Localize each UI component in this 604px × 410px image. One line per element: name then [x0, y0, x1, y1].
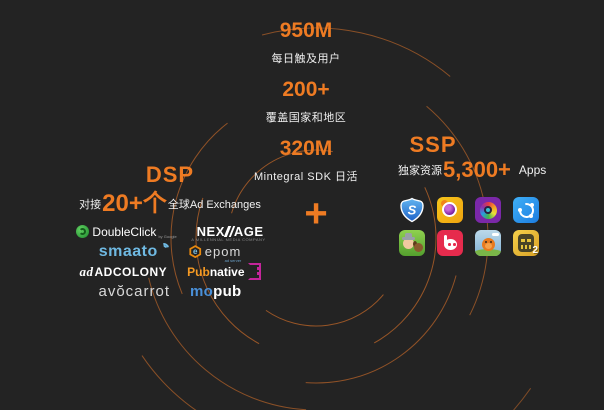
ssp-subtitle-suffix: Apps	[518, 162, 547, 177]
stat-label: Mintegral SDK 日活	[254, 171, 358, 183]
stat-label: 覆盖国家和地区	[265, 112, 347, 124]
mopub-wordmark-white: pub	[213, 283, 242, 301]
epom-wordmark: epom ad server	[204, 244, 242, 264]
smaato-wordmark: smaato	[98, 242, 158, 260]
adcolony-wordmark: ADCOLONY	[94, 264, 168, 279]
color-wheel-photo-app-icon	[475, 197, 501, 223]
adcolony-script-icon: ad	[79, 263, 94, 279]
township-farm-game-icon	[399, 230, 425, 256]
stat-value: 200+	[282, 78, 330, 101]
shareit-app-icon	[513, 197, 539, 223]
epom-hexagon-icon: e	[189, 245, 202, 259]
pubnative-door-icon	[247, 263, 261, 281]
dsp-subtitle: 对接 20+个 全球Ad Exchanges	[38, 190, 302, 217]
mopub-logo: mo pub	[190, 283, 242, 300]
dsp-title: DSP	[145, 162, 195, 187]
plus-sign: +	[304, 191, 328, 236]
nexage-wordmark-left: NEX	[196, 224, 225, 240]
logo-row: DoubleClick by Google NEX AGE A MILLENNI…	[38, 224, 302, 242]
mopub-wordmark-blue: mo	[190, 283, 214, 301]
ssp-subtitle: 独家资源 5,300+ Apps	[398, 157, 547, 182]
smaato-logo: smaato	[99, 243, 169, 261]
nexage-wordmark-right: AGE	[233, 224, 264, 240]
security-shield-app-icon: S	[399, 197, 425, 223]
epom-subtext: ad server	[224, 258, 242, 264]
dsp-section: DSP 对接 20+个 全球Ad Exchanges DoubleClick b…	[38, 162, 302, 300]
stat-label: 每日触及用户	[271, 53, 341, 65]
stat-daily-users: 950M 每日触及用户	[271, 20, 340, 79]
robot-face-app-icon	[437, 230, 463, 256]
nexage-subtext: A MILLENNIAL MEDIA COMPANY	[191, 237, 266, 243]
temple-run-2-game-icon: 2	[513, 230, 539, 256]
dsp-subtitle-highlight: 20+个	[102, 190, 167, 217]
camera-app-icon	[437, 197, 463, 223]
dsp-subtitle-prefix: 对接	[79, 198, 102, 211]
pubnative-logo: Pub native	[187, 263, 261, 281]
avocarrot-logo: avŏcarrot	[98, 283, 170, 300]
stat-countries: 200+ 覆盖国家和地区	[266, 79, 347, 138]
ssp-subtitle-prefix: 独家资源	[398, 164, 442, 177]
pubnative-wordmark-white: native	[209, 264, 245, 279]
logo-row: smaato e epom ad server	[38, 243, 302, 264]
stats-column: 950M 每日触及用户 200+ 覆盖国家和地区 320M Mintegral …	[254, 20, 358, 197]
doubleclick-subtext: by Google	[158, 233, 177, 239]
app-icons-grid: S	[399, 197, 539, 256]
logo-row: avŏcarrot mo pub	[38, 283, 302, 300]
ssp-title: SSP	[409, 132, 457, 157]
dsp-subtitle-suffix: 全球Ad Exchanges	[167, 198, 261, 211]
ad-exchange-logos: DoubleClick by Google NEX AGE A MILLENNI…	[38, 224, 302, 300]
ssp-subtitle-highlight: 5,300+	[443, 157, 511, 182]
svg-text:S: S	[408, 203, 417, 218]
logo-row: ad ADCOLONY Pub native	[38, 263, 302, 281]
doubleclick-logo: DoubleClick by Google	[76, 224, 177, 239]
avocarrot-wordmark: avŏcarrot	[98, 283, 171, 301]
adcolony-logo: ad ADCOLONY	[79, 264, 167, 280]
smaato-swoosh-icon	[159, 243, 169, 253]
pubnative-wordmark-orange: Pub	[187, 264, 210, 279]
nexage-logo: NEX AGE A MILLENNIAL MEDIA COMPANY	[191, 224, 265, 242]
stat-value: 320M	[279, 137, 333, 160]
epom-logo: e epom ad server	[189, 244, 242, 264]
stat-sdk-dau: 320M Mintegral SDK 日活	[254, 138, 358, 197]
doubleclick-wordmark: DoubleClick	[92, 224, 157, 239]
doubleclick-icon	[76, 225, 90, 239]
stat-value: 950M	[279, 19, 333, 42]
farm-creature-game-icon	[475, 230, 501, 256]
